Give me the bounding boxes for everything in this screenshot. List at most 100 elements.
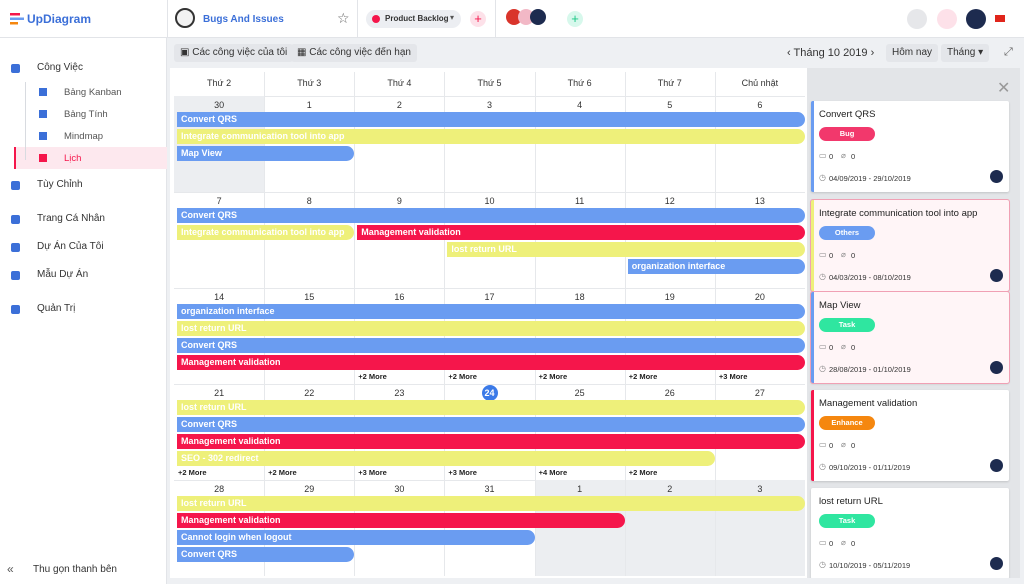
add-button[interactable]: + [470, 11, 486, 27]
day-number[interactable]: 2 [667, 484, 673, 494]
more-link[interactable]: +2 More [448, 372, 477, 381]
event-bar[interactable]: Convert QRS [177, 112, 805, 127]
event-bar[interactable]: Convert QRS [177, 417, 805, 432]
day-number[interactable]: 18 [574, 292, 585, 302]
day-number[interactable]: 10 [484, 196, 495, 206]
nav-item[interactable]: Trang Cá Nhân [37, 213, 105, 224]
event-bar[interactable]: Management validation [177, 355, 805, 370]
more-link[interactable]: +2 More [268, 468, 297, 477]
more-link[interactable]: +4 More [538, 468, 568, 477]
nav-item[interactable]: Dự Án Của Tôi [37, 241, 104, 252]
event-bar[interactable]: Management validation [177, 434, 805, 449]
day-number[interactable]: 2 [396, 100, 402, 110]
fullscreen[interactable]: ⤢ [1004, 46, 1013, 58]
day-number[interactable]: 25 [574, 388, 585, 398]
event-bar[interactable]: Management validation [177, 513, 625, 528]
day-number[interactable]: 28 [214, 484, 225, 494]
day-number[interactable]: 7 [216, 196, 222, 206]
project-name[interactable]: Bugs And Issues [203, 14, 284, 25]
event-bar[interactable]: SEO - 302 redirect [177, 451, 715, 466]
nav-item[interactable]: Quản Trị [37, 303, 76, 314]
task-card[interactable]: Map View Task ▭ 0 ⌀ 0 ◷ 28/08/2019 - 01/10/2019 [810, 291, 1010, 384]
view-select[interactable]: Tháng ▾ [941, 44, 990, 62]
add-member[interactable]: + [567, 11, 583, 27]
nav-subitem[interactable]: Bảng Tính [64, 109, 108, 120]
due-tasks-button[interactable]: ▦ Các công việc đến hạn [291, 44, 417, 62]
event-bar[interactable]: lost return URL [447, 242, 805, 257]
notifications[interactable] [937, 9, 957, 29]
day-number[interactable]: 13 [754, 196, 765, 206]
day-number[interactable]: 8 [306, 196, 312, 206]
day-number[interactable]: 11 [574, 196, 585, 206]
more-link[interactable]: +2 More [178, 468, 207, 477]
my-tasks-button[interactable]: ▣ Các công việc của tôi [174, 44, 294, 62]
event-bar[interactable]: Integrate communication tool into app [177, 129, 805, 144]
nav-subitem[interactable]: Bảng Kanban [64, 87, 122, 98]
month-nav[interactable]: ‹ Tháng 10 2019 › [787, 47, 875, 59]
user-avatar[interactable] [966, 9, 986, 29]
nav-item[interactable]: Mẫu Dự Án [37, 269, 89, 280]
day-number[interactable]: 3 [486, 100, 492, 110]
backlog-select[interactable]: Product Backlog ▾ [366, 10, 461, 28]
day-number[interactable]: 4 [577, 100, 583, 110]
event-bar[interactable]: Map View [177, 146, 355, 161]
project-icon[interactable] [175, 8, 195, 28]
day-number[interactable]: 19 [664, 292, 675, 302]
event-bar[interactable]: Cannot login when logout [177, 530, 535, 545]
day-number[interactable]: 24 [484, 388, 495, 398]
star[interactable]: ☆ [337, 10, 350, 26]
day-number[interactable]: 23 [394, 388, 405, 398]
more-link[interactable]: +2 More [358, 372, 387, 381]
task-card[interactable]: Management validation Enhance ▭ 0 ⌀ 0 ◷ 09/10/2… [811, 390, 1009, 481]
event-bar[interactable]: Convert QRS [177, 208, 805, 223]
nav-subitem[interactable]: Mindmap [64, 131, 104, 142]
event-bar[interactable]: organization interface [627, 259, 805, 274]
day-number[interactable]: 6 [757, 100, 763, 110]
event-bar[interactable]: lost return URL [177, 496, 805, 511]
day-number[interactable]: 14 [214, 292, 225, 302]
collapse[interactable]: Thu gọn thanh bên [33, 564, 117, 575]
event-bar[interactable]: lost return URL [177, 400, 805, 415]
today-button[interactable]: Hôm nay [886, 44, 939, 62]
day-number[interactable]: 30 [394, 484, 405, 494]
event-bar[interactable]: organization interface [177, 304, 805, 319]
search[interactable] [907, 9, 927, 29]
day-number[interactable]: 3 [757, 484, 763, 494]
more-link[interactable]: +3 More [448, 468, 477, 477]
more-link[interactable]: +2 More [628, 468, 658, 477]
nav-item[interactable]: Tùy Chỉnh [37, 179, 83, 190]
task-card[interactable]: Convert QRS Bug ▭ 0 ⌀ 0 ◷ 04/09/2019 - 29/10/20… [811, 101, 1009, 192]
avatar[interactable] [530, 9, 546, 25]
more-link[interactable]: +2 More [538, 372, 568, 381]
event-bar[interactable]: Convert QRS [177, 547, 355, 562]
task-card[interactable]: Integrate communication tool into app Oth… [810, 199, 1010, 292]
day-number[interactable]: 12 [664, 196, 675, 206]
day-number[interactable]: 15 [304, 292, 315, 302]
task-card[interactable]: lost return URL Task ▭ 0 ⌀ 0 ◷ 10/10/2019 - 05/… [811, 488, 1009, 578]
day-number[interactable]: 30 [214, 100, 225, 110]
day-number[interactable]: 21 [214, 388, 225, 398]
day-number[interactable]: 26 [664, 388, 675, 398]
nav-subitem[interactable]: Lịch [64, 153, 82, 164]
language-flag[interactable] [995, 15, 1005, 22]
event-bar[interactable]: Convert QRS [177, 338, 805, 353]
day-number[interactable]: 20 [754, 292, 765, 302]
more-link[interactable]: +3 More [358, 468, 387, 477]
day-number[interactable]: 16 [394, 292, 405, 302]
day-number[interactable]: 1 [306, 100, 312, 110]
day-number[interactable]: 29 [304, 484, 315, 494]
day-number[interactable]: 22 [304, 388, 315, 398]
more-link[interactable]: +3 More [718, 372, 748, 381]
day-number[interactable]: 17 [484, 292, 495, 302]
nav-item[interactable]: Công Việc [37, 62, 83, 73]
collapse-icon[interactable]: « [7, 562, 14, 576]
day-number[interactable]: 27 [754, 388, 765, 398]
day-number[interactable]: 9 [396, 196, 402, 206]
day-number[interactable]: 1 [577, 484, 583, 494]
day-number[interactable]: 31 [484, 484, 495, 494]
event-bar[interactable]: lost return URL [177, 321, 805, 336]
event-bar[interactable]: Integrate communication tool into app [177, 225, 355, 240]
event-bar[interactable]: Management validation [357, 225, 805, 240]
close[interactable]: ✕ [997, 80, 1011, 97]
day-number[interactable]: 5 [667, 100, 673, 110]
